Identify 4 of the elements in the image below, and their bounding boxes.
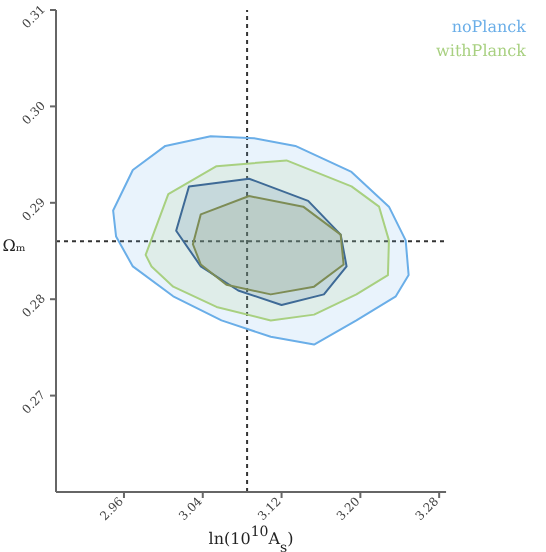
x-axis-title: ln(10$^{10}$A$_{s}$) [208,524,294,552]
y-axis-title: Ωₘ [2,237,26,255]
text: withPlanck [436,40,526,64]
text: noPlanck [449,16,526,40]
